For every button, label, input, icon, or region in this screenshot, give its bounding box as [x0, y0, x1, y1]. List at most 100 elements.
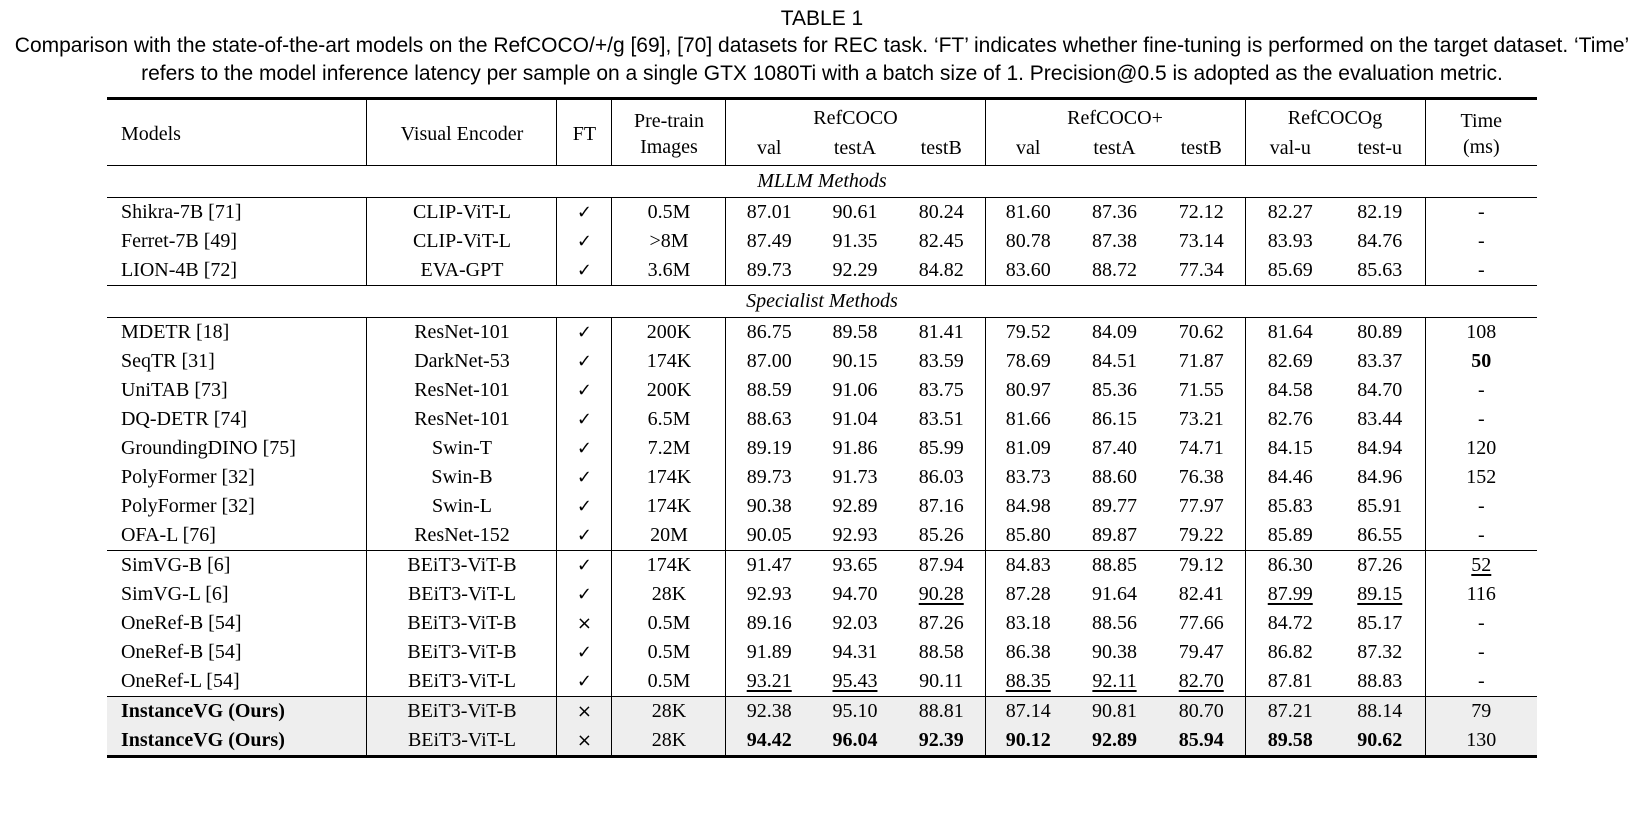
subcol-refcoco-val: val [725, 133, 812, 166]
check-icon: ✓ [576, 322, 593, 343]
encoder-cell: BEiT3-ViT-B [366, 609, 557, 638]
value-cell: 87.81 [1244, 667, 1336, 697]
metric-value: 95.10 [832, 700, 878, 722]
pretrain-cell: 200K [611, 317, 726, 347]
subcol-refcocop-testa: testA [1071, 133, 1158, 166]
value-cell: 90.62 [1335, 726, 1426, 757]
metric-value: 73.14 [1178, 230, 1224, 252]
ft-cell: ✓ [556, 580, 612, 609]
metric-value: 89.87 [1092, 524, 1137, 546]
metric-value: 86.55 [1357, 524, 1403, 546]
metric-value: 70.62 [1178, 321, 1224, 343]
value-cell: 89.58 [1244, 726, 1336, 757]
value-cell: 78.69 [984, 347, 1071, 376]
ft-cell: ✓ [556, 434, 612, 463]
metric-value: 91.64 [1092, 583, 1137, 605]
value-cell: 85.69 [1244, 256, 1336, 286]
metric-value: 90.11 [919, 670, 964, 692]
metric-value: 77.66 [1178, 612, 1224, 634]
metric-value: 86.82 [1267, 641, 1313, 663]
metric-value: 87.16 [918, 495, 964, 517]
value-cell: 93.21 [725, 667, 812, 697]
value-cell: 91.06 [812, 376, 898, 405]
metric-value: 84.09 [1092, 321, 1137, 343]
metric-value: 91.89 [746, 641, 792, 663]
metric-value: 96.04 [832, 729, 878, 751]
encoder-cell: CLIP-ViT-L [366, 197, 557, 227]
metric-value: 86.03 [918, 466, 964, 488]
encoder-cell: Swin-B [366, 463, 557, 492]
time-cell: - [1424, 227, 1538, 256]
metric-value: 80.89 [1357, 321, 1403, 343]
value-cell: 90.28 [898, 580, 985, 609]
encoder-cell: ResNet-101 [366, 317, 557, 347]
value-cell: 90.61 [812, 198, 898, 228]
value-cell: 86.38 [984, 638, 1071, 667]
value-cell: 88.60 [1071, 463, 1158, 492]
metric-value: 82.70 [1178, 670, 1224, 692]
metric-value: 86.30 [1267, 554, 1313, 576]
value-cell: 84.94 [1335, 434, 1425, 463]
value-cell: 92.89 [812, 492, 898, 521]
time-cell: - [1424, 197, 1538, 227]
time-value: - [1477, 230, 1485, 252]
results-table: Models Visual Encoder FT Pre-train Image… [106, 97, 1538, 758]
time-cell: 130 [1424, 726, 1538, 757]
check-icon: ✓ [576, 467, 593, 488]
value-cell: 89.15 [1335, 580, 1425, 609]
metric-value: 92.89 [1092, 729, 1137, 751]
value-cell: 85.89 [1244, 521, 1336, 551]
metric-value: 83.18 [1005, 612, 1051, 634]
encoder-cell: ResNet-101 [366, 376, 557, 405]
value-cell: 82.70 [1158, 667, 1245, 697]
value-cell: 84.72 [1244, 609, 1336, 638]
value-cell: 79.12 [1158, 550, 1246, 580]
value-cell: 88.63 [725, 405, 812, 434]
value-cell: 92.93 [812, 521, 898, 551]
metric-value: 87.21 [1267, 700, 1313, 722]
value-cell: 90.05 [725, 521, 812, 551]
table-row: Ferret-7B [49] CLIP-ViT-L ✓ >8M 87.49 91.35 82… [107, 227, 1538, 256]
value-cell: 89.77 [1071, 492, 1158, 521]
pretrain-cell: 7.2M [611, 434, 726, 463]
value-cell: 85.80 [984, 521, 1071, 551]
value-cell: 81.41 [898, 318, 985, 348]
col-header-visual-encoder: Visual Encoder [366, 98, 557, 166]
cross-icon: × [576, 701, 593, 722]
time-value: - [1477, 612, 1485, 634]
value-cell: 84.46 [1244, 463, 1336, 492]
section-header-row: Specialist Methods [106, 285, 1538, 318]
value-cell: 85.26 [898, 521, 985, 551]
section-title: Specialist Methods [106, 285, 1538, 318]
check-icon: ✓ [576, 671, 593, 692]
metric-value: 94.42 [746, 729, 792, 751]
value-cell: 86.75 [725, 317, 812, 347]
metric-value: 83.37 [1357, 350, 1403, 372]
metric-value: 84.70 [1357, 379, 1403, 401]
encoder-cell: ResNet-101 [366, 405, 557, 434]
value-cell: 84.98 [984, 492, 1071, 521]
value-cell: 82.76 [1244, 405, 1336, 434]
metric-value: 89.16 [746, 612, 792, 634]
metric-value: 91.86 [832, 437, 878, 459]
model-cell: UniTAB [73] [120, 379, 228, 401]
metric-value: 83.60 [1005, 259, 1051, 281]
metric-value: 74.71 [1178, 437, 1224, 459]
metric-value: 82.41 [1178, 583, 1224, 605]
metric-value: 73.21 [1178, 408, 1224, 430]
table-body: MLLM Methods Shikra-7B [71] CLIP-ViT-L ✓ 0.5… [106, 165, 1538, 757]
metric-value: 89.15 [1357, 583, 1403, 605]
time-value: 120 [1466, 437, 1497, 459]
pretrain-cell: 174K [611, 347, 726, 376]
value-cell: 88.14 [1335, 696, 1426, 726]
value-cell: 85.94 [1158, 726, 1246, 757]
time-value: - [1477, 379, 1485, 401]
value-cell: 89.87 [1071, 521, 1158, 551]
check-icon: ✓ [576, 555, 593, 576]
metric-value: 95.43 [832, 670, 878, 692]
value-cell: 85.91 [1335, 492, 1425, 521]
value-cell: 94.31 [812, 638, 898, 667]
metric-value: 81.60 [1005, 201, 1051, 223]
value-cell: 87.26 [898, 609, 985, 638]
metric-value: 90.12 [1005, 729, 1051, 751]
